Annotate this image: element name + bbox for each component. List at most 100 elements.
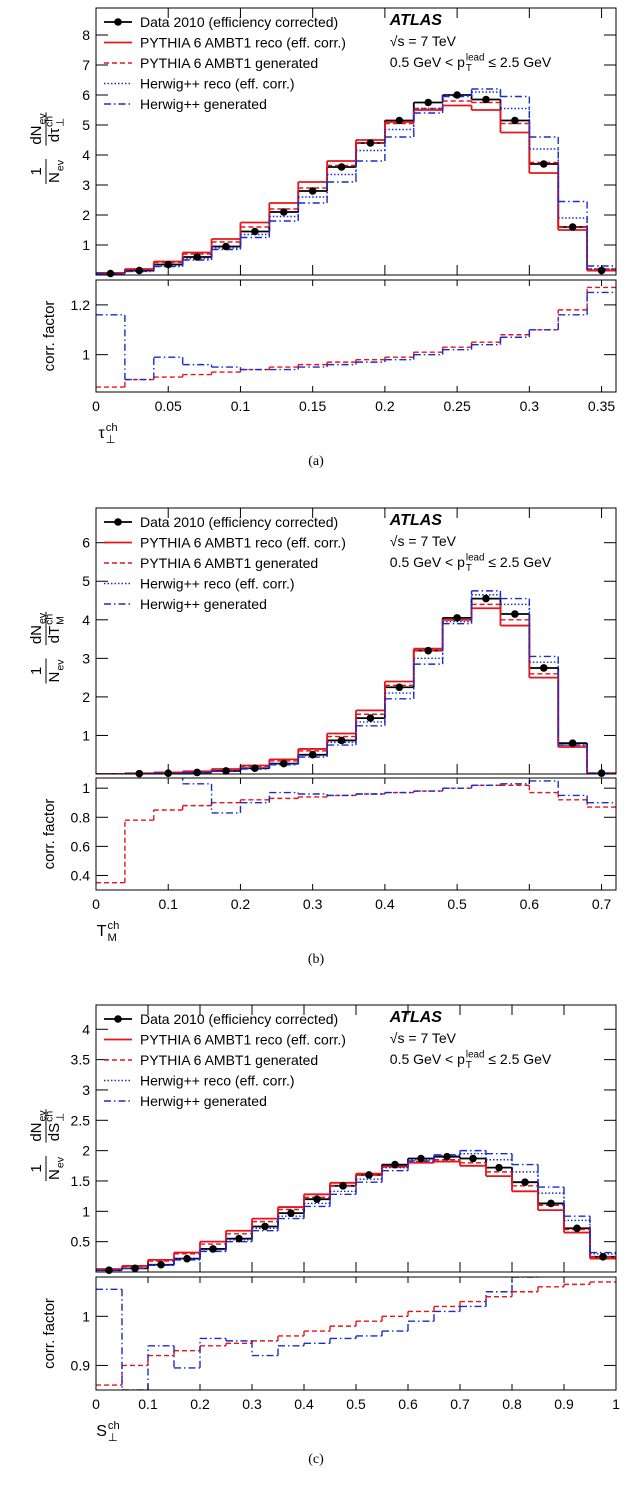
annotation-part: ATLAS (389, 12, 442, 29)
x-tick-label: 0.7 (592, 896, 612, 912)
x-tick-label: 0.4 (375, 896, 395, 912)
data-point (235, 1234, 243, 1243)
legend-marker (114, 1015, 122, 1023)
x-tick-label: 0.5 (447, 896, 467, 912)
x-axis-label-sub: M (107, 932, 116, 944)
data-point (424, 646, 433, 655)
legend-label: PYTHIA 6 AMBT1 generated (140, 55, 318, 71)
data-point (573, 1224, 581, 1233)
fraction-den: Nev (46, 659, 67, 683)
legend-label: PYTHIA 6 AMBT1 generated (140, 555, 318, 571)
fraction-den: Nev (46, 159, 67, 183)
data-point (157, 1260, 165, 1269)
annotation: ATLAS (389, 12, 442, 29)
x-tick-label: 0.3 (242, 1396, 262, 1412)
y-tick-label: 1.5 (71, 1173, 91, 1189)
annotation-sup: lead (466, 53, 485, 64)
fraction-den-part: N (46, 1169, 63, 1180)
legend-label: Herwig++ reco (eff. corr.) (140, 76, 295, 92)
data-point (251, 227, 259, 236)
legend-label: Herwig++ reco (eff. corr.) (140, 1073, 295, 1089)
data-point (511, 116, 519, 125)
fraction-num-part: 1 (28, 167, 45, 175)
data-point (279, 759, 288, 768)
data-point (395, 683, 404, 692)
y-tick-label: 8 (82, 27, 90, 43)
legend-marker (114, 18, 122, 26)
y-tick-label: 1.2 (71, 297, 91, 313)
y-tick-label: 2 (82, 207, 90, 223)
data-point (337, 163, 346, 171)
fraction-num-part: dN (28, 625, 45, 644)
x-tick-label: 0 (92, 896, 100, 912)
data-point (222, 242, 230, 251)
legend-label: PYTHIA 6 AMBT1 reco (eff. corr.) (140, 535, 346, 551)
y-tick-label: 3 (82, 1082, 90, 1098)
x-tick-label: 0.1 (158, 896, 178, 912)
x-axis-label-sup: ch (106, 422, 118, 434)
annotation: √s = 7 TeV (390, 1030, 457, 1046)
x-tick-label: 0.2 (190, 1396, 210, 1412)
data-point (391, 1160, 399, 1169)
y-tick-label: 3.5 (71, 1052, 91, 1068)
x-tick-label: 0.6 (398, 1396, 418, 1412)
y-tick-label: 6 (82, 87, 90, 103)
x-tick-label: 0.2 (231, 896, 251, 912)
legend-label: Data 2010 (efficiency corrected) (140, 1011, 338, 1027)
annotation-part: ATLAS (389, 1009, 442, 1026)
data-point (417, 1154, 425, 1163)
y-tick-label: 3 (82, 177, 90, 193)
data-point (251, 764, 259, 773)
data-point (279, 208, 288, 216)
caption: (a) (308, 454, 324, 469)
fraction-den-sub: ev (55, 1156, 67, 1168)
x-tick-label: 0.4 (294, 1396, 314, 1412)
fraction-num-part: 1 (28, 1164, 45, 1172)
y-tick-label: 4 (82, 612, 90, 628)
legend-marker (114, 518, 122, 526)
data-point (308, 187, 317, 195)
x-tick-label: 0.6 (520, 896, 540, 912)
y-tick-label: 2 (82, 1143, 90, 1159)
x-axis-label-sub: ⊥ (106, 434, 116, 446)
fraction-num-part: dN (28, 1122, 45, 1141)
data-point (453, 614, 461, 622)
plot-frame (95, 279, 617, 393)
data-point (547, 1199, 555, 1208)
fraction-den-sub: ⊥ (55, 1113, 67, 1122)
data-point (511, 610, 519, 618)
data-point (339, 1182, 347, 1190)
y-tick-label: 0.8 (71, 809, 91, 825)
legend-label: Herwig++ generated (140, 596, 267, 612)
annotation-part: √s = 7 TeV (390, 1030, 457, 1046)
annotation-part: 0.5 GeV < p (390, 1051, 465, 1067)
x-tick-label: 0.3 (520, 398, 540, 414)
data-point (495, 1163, 503, 1172)
fraction-den-sub: ev (55, 159, 67, 171)
fraction-den-part: N (46, 672, 63, 683)
y-tick-label: 1 (82, 1308, 90, 1324)
legend-label: PYTHIA 6 AMBT1 reco (eff. corr.) (140, 1032, 346, 1048)
fraction-den-sup: ch (43, 1111, 55, 1122)
y-tick-label: 1 (82, 1203, 90, 1219)
fraction-den: Nev (46, 1156, 67, 1180)
fraction-num-sub: ev (37, 113, 49, 125)
plot-area (96, 1277, 616, 1390)
fraction-den-part: N (46, 172, 63, 183)
x-tick-label: 0.15 (299, 398, 326, 414)
x-tick-label: 0.1 (138, 1396, 158, 1412)
x-tick-label: 0.05 (155, 398, 182, 414)
fraction-num: 1 (28, 667, 45, 675)
data-point (131, 1264, 139, 1273)
y-tick-label: 1 (82, 237, 90, 253)
